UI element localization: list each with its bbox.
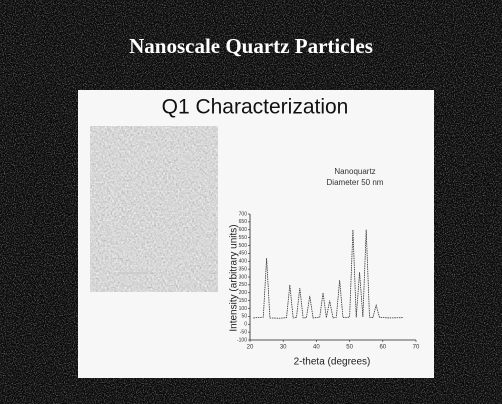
- y-tick-label: 400: [239, 259, 248, 265]
- y-tick-label: 550: [239, 235, 248, 241]
- y-tick-label: 150: [239, 298, 248, 304]
- y-tick-label: 500: [239, 243, 248, 249]
- slide-title: Nanoscale Quartz Particles: [129, 34, 373, 58]
- annotation: Diameter 50 nm: [327, 178, 384, 187]
- y-tick-label: 200: [239, 290, 248, 296]
- y-tick-label: 0: [244, 322, 247, 328]
- x-tick-label: 60: [379, 345, 386, 351]
- y-tick-label: 300: [239, 274, 248, 280]
- x-axis-label: 2-theta (degrees): [294, 357, 371, 368]
- chart: Nanoquartz Diameter 50 nm Intensity (arb…: [229, 167, 420, 368]
- y-tick-label: 600: [239, 227, 248, 233]
- x-tick-label: 30: [280, 345, 287, 351]
- y-tick-label: -50: [240, 329, 247, 335]
- data-line: [253, 229, 403, 319]
- annotation: Nanoquartz: [334, 167, 375, 176]
- x-tick-label: 20: [247, 345, 254, 351]
- y-tick-label: 650: [239, 219, 248, 225]
- x-tick-label: 50: [346, 345, 353, 351]
- y-tick-label: -100: [237, 337, 247, 343]
- y-tick-label: 100: [239, 306, 248, 312]
- y-tick-label: 450: [239, 251, 248, 257]
- y-tick-label: 700: [239, 211, 248, 217]
- y-tick-label: 250: [239, 282, 248, 288]
- panel-title: Q1 Characterization: [162, 96, 349, 119]
- tem-image: [90, 126, 218, 292]
- x-tick-label: 70: [413, 345, 420, 351]
- y-axis-label: Intensity (arbitrary units): [229, 224, 240, 331]
- x-tick-label: 40: [313, 345, 320, 351]
- y-tick-label: 350: [239, 266, 248, 272]
- particle-outline: [109, 151, 211, 269]
- y-tick-label: 50: [241, 314, 247, 320]
